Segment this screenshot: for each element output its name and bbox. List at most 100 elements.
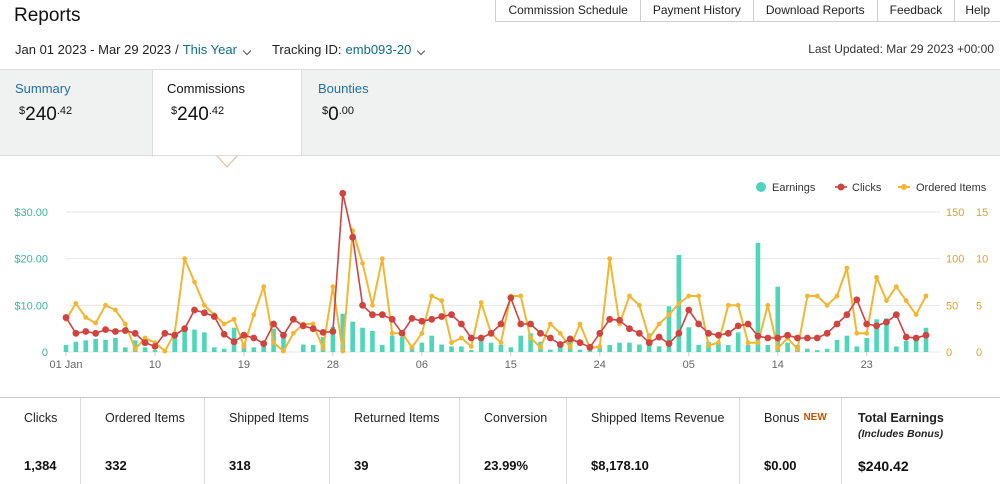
- clicks-point: [892, 311, 900, 319]
- currency: $: [322, 105, 329, 117]
- ordered-items-point: [498, 340, 504, 346]
- y-left-tick-label: $10.00: [14, 300, 48, 312]
- stat-returned-items: Returned Items 39: [330, 398, 460, 484]
- earnings-bar: [903, 340, 909, 352]
- clicks-point: [546, 334, 554, 342]
- earnings-bar: [93, 338, 98, 352]
- tab-bounties[interactable]: Bounties $0.00: [304, 70, 454, 156]
- earnings-bar: [380, 345, 385, 352]
- ordered-items-point: [73, 301, 79, 306]
- x-tick-label: 14: [772, 359, 784, 371]
- tracking-id-dropdown[interactable]: emb093-20: [346, 42, 426, 57]
- stat-shipped-items: Shipped Items 318: [205, 398, 330, 484]
- ordered-items-point: [735, 302, 741, 308]
- x-tick-label: 05: [683, 359, 695, 371]
- earnings-bar: [498, 345, 504, 352]
- earnings-bar: [696, 345, 701, 352]
- date-filter-row: Jan 01 2023 - Mar 29 2023 / This Year Tr…: [15, 42, 426, 57]
- earnings-bar: [103, 339, 108, 352]
- stat-label: Bonus NEW: [764, 411, 841, 425]
- ordered-items-point: [528, 335, 533, 341]
- earnings-bar: [310, 345, 316, 352]
- ordered-items-point: [182, 256, 188, 262]
- earnings-bar: [419, 342, 425, 352]
- y-left-tick-label: $20.00: [14, 254, 48, 266]
- clicks-point: [428, 315, 436, 323]
- clicks-point: [458, 320, 465, 328]
- ordered-items-point: [271, 340, 276, 346]
- clicks-point: [191, 306, 198, 314]
- clicks-point: [685, 306, 693, 314]
- earnings-bar: [132, 340, 138, 352]
- date-separator: /: [175, 42, 179, 57]
- earnings-bar: [765, 345, 771, 352]
- earnings-bar: [360, 327, 365, 352]
- clicks-point: [507, 294, 515, 302]
- currency: $: [171, 105, 178, 117]
- stats-bar: Clicks 1,384 Ordered Items 332 Shipped I…: [0, 397, 1000, 484]
- clicks-point: [645, 339, 653, 347]
- earnings-bar: [577, 349, 583, 352]
- earnings-bar: [805, 348, 810, 352]
- stat-value: 1,384: [24, 458, 57, 473]
- ordered-items-point: [290, 330, 296, 336]
- tab-summary[interactable]: Summary $240.42: [1, 70, 152, 156]
- earnings-bar: [548, 349, 553, 352]
- ordered-items-point: [577, 321, 583, 327]
- earnings-bar: [637, 344, 642, 352]
- ordered-items-point: [765, 302, 771, 308]
- payment-history-button[interactable]: Payment History: [639, 0, 753, 22]
- stat-label: Shipped Items Revenue: [591, 411, 725, 425]
- ordered-items-point: [340, 348, 346, 354]
- y-left-tick-label: $30.00: [14, 207, 48, 219]
- earnings-bar: [785, 342, 790, 352]
- clicks-point: [200, 309, 208, 317]
- clicks-point: [260, 340, 268, 347]
- legend-ordered-label: Ordered Items: [916, 182, 987, 194]
- earnings-bar: [261, 346, 267, 352]
- earnings-bar: [735, 332, 741, 352]
- clicks-point: [774, 334, 782, 342]
- tab-pointer: [218, 156, 236, 166]
- clicks-point: [329, 328, 337, 335]
- period-dropdown[interactable]: This Year: [182, 42, 252, 57]
- clicks-point: [497, 320, 505, 328]
- commission-schedule-button[interactable]: Commission Schedule: [495, 0, 640, 22]
- clicks-point: [843, 311, 851, 319]
- earnings-bar: [597, 347, 603, 352]
- earnings-bar: [607, 345, 612, 352]
- clicks-point: [151, 343, 159, 350]
- legend-ordered-marker: [901, 184, 907, 190]
- earnings-bar: [854, 346, 860, 352]
- help-button[interactable]: Help: [954, 0, 1000, 22]
- clicks-point: [734, 322, 742, 330]
- ordered-items-point: [122, 321, 128, 327]
- earnings-bar: [399, 337, 405, 352]
- clicks-point: [398, 329, 406, 337]
- download-reports-button[interactable]: Download Reports: [752, 0, 877, 22]
- clicks-point: [112, 328, 119, 335]
- earnings-bar: [627, 342, 632, 352]
- y-right-clicks-tick-label: 100: [946, 254, 964, 266]
- feedback-button[interactable]: Feedback: [876, 0, 955, 22]
- ordered-items-point: [93, 320, 99, 326]
- clicks-point: [487, 329, 495, 337]
- x-tick-label: 28: [327, 359, 339, 371]
- period-label: This Year: [182, 42, 237, 57]
- stat-label: Conversion: [484, 411, 548, 425]
- ordered-items-point: [814, 293, 820, 299]
- clicks-point: [665, 340, 673, 347]
- ordered-items-point: [804, 293, 810, 299]
- clicks-point: [764, 334, 772, 342]
- clicks-point: [537, 329, 544, 337]
- ordered-items-point: [132, 346, 138, 352]
- clicks-point: [566, 335, 574, 343]
- clicks-point: [378, 311, 386, 319]
- tab-commissions[interactable]: Commissions $240.42: [152, 70, 302, 157]
- earnings-bar: [63, 345, 69, 352]
- ordered-items-point: [419, 330, 425, 336]
- ordered-items-point: [923, 293, 929, 299]
- ordered-items-point: [459, 335, 464, 341]
- earnings-bar: [468, 350, 474, 352]
- ordered-items-point: [261, 284, 267, 290]
